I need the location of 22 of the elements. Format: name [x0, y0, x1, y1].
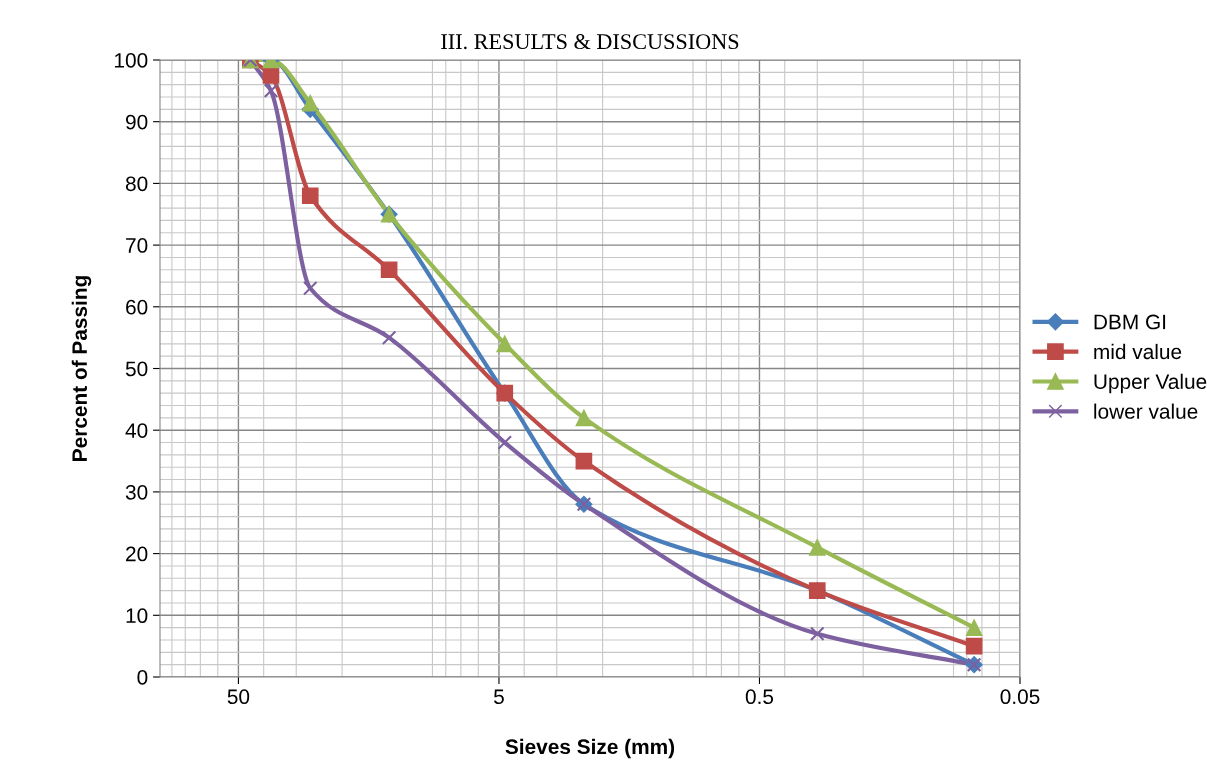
y-tick-label: 40 [125, 423, 148, 438]
y-tick-label: 80 [125, 176, 148, 192]
x-tick-label: 5 [493, 689, 504, 705]
y-tick-label: 20 [126, 546, 148, 562]
chart-title: III. RESULTS & DISCUSSIONS [441, 34, 739, 50]
y-tick-label: 30 [125, 484, 148, 500]
legend-label: mid value [1094, 343, 1182, 360]
y-tick-label: 60 [126, 299, 148, 315]
x-tick-label: 0.5 [745, 689, 774, 705]
y-tick-label: 50 [125, 361, 148, 377]
x-axis-title: Sieves Size (mm) [505, 738, 675, 759]
y-axis-title: Percent of Passing [71, 276, 92, 461]
y-tick-label: 90 [126, 114, 148, 130]
legend-label: Upper Value [1094, 373, 1207, 394]
y-tick-label: 70 [126, 238, 148, 253]
x-tick-label: 50 [227, 689, 250, 705]
y-tick-label: 10 [126, 608, 148, 624]
legend-label: lower value [1094, 403, 1198, 419]
y-tick-label: 0 [137, 670, 148, 685]
x-tick-label: 0.05 [1000, 689, 1040, 705]
legend-label: DBM GI [1094, 314, 1166, 330]
y-tick-label: 100 [115, 53, 148, 68]
